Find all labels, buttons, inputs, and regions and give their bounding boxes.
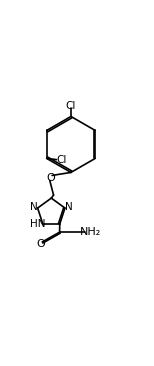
Text: N: N xyxy=(65,202,73,212)
Text: HN: HN xyxy=(30,219,46,229)
Text: O: O xyxy=(46,173,55,183)
Text: Cl: Cl xyxy=(56,155,67,165)
Text: O: O xyxy=(36,239,45,249)
Text: N: N xyxy=(30,202,37,212)
Text: NH₂: NH₂ xyxy=(80,227,101,237)
Text: Cl: Cl xyxy=(66,101,76,111)
